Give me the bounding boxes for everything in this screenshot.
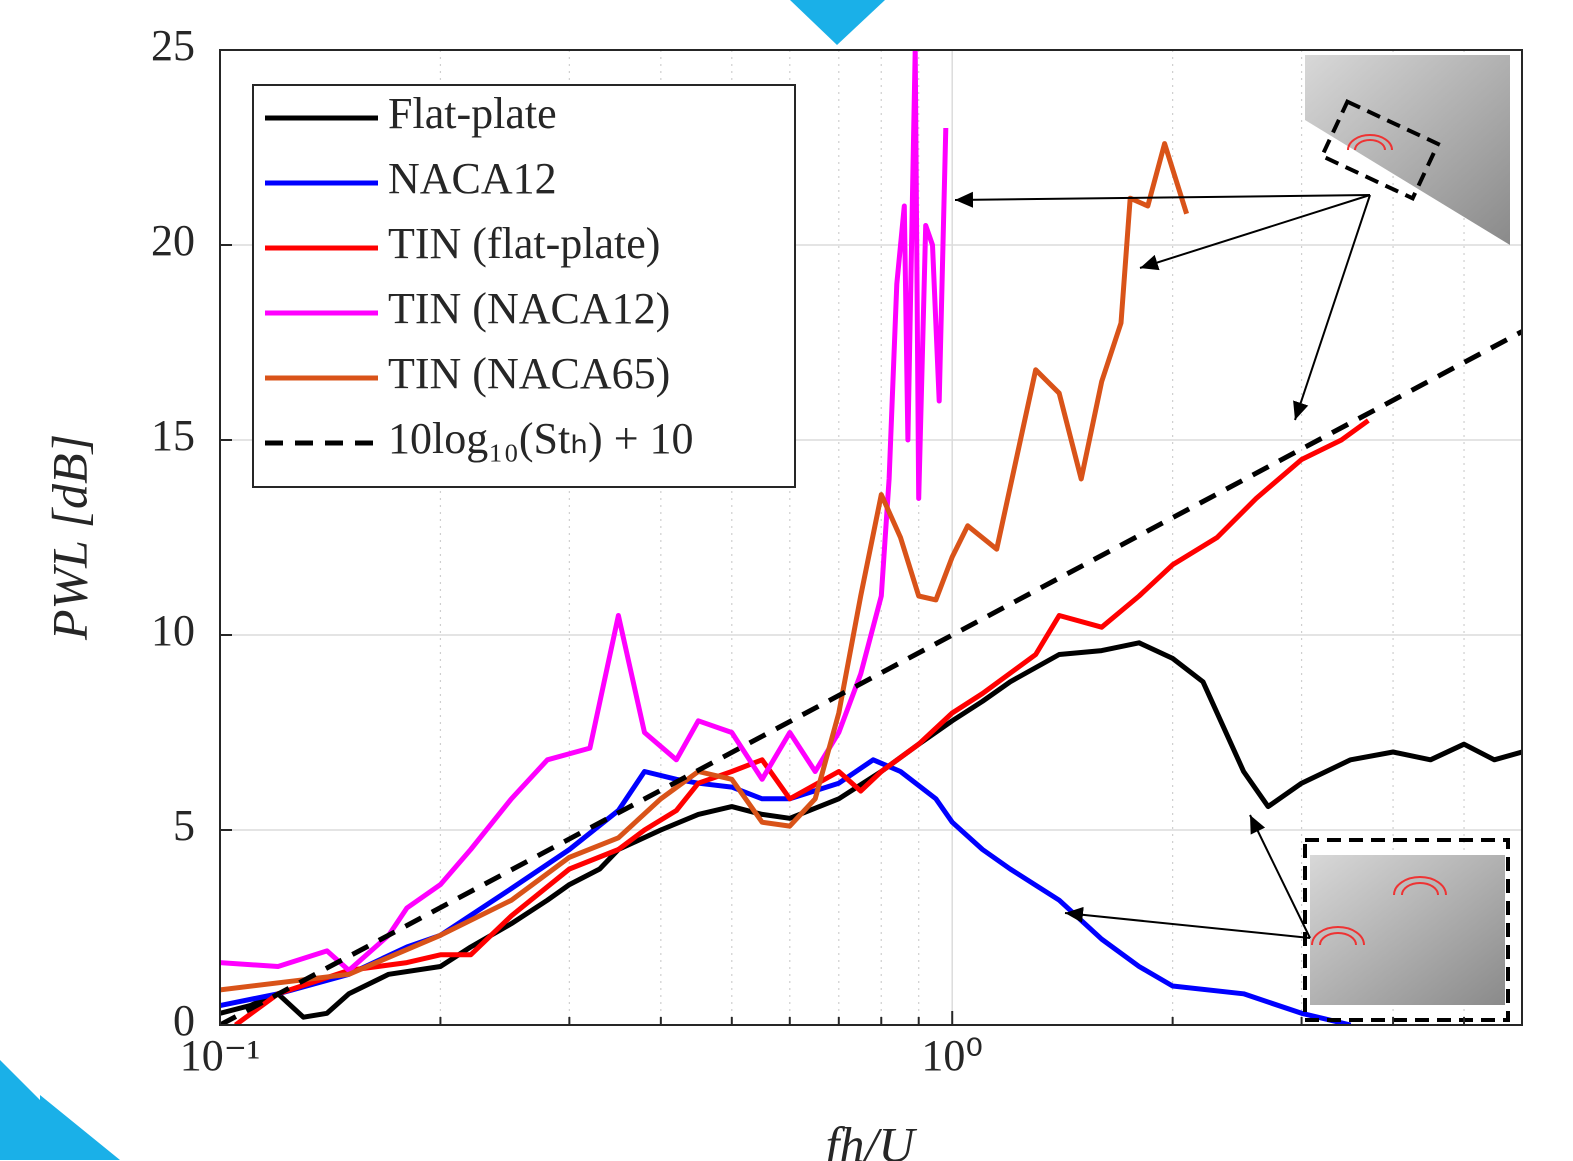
y-tick-label: 0 <box>173 996 195 1045</box>
series-line <box>220 329 1522 1025</box>
y-tick-label: 20 <box>151 216 195 265</box>
series-line <box>220 757 1352 1025</box>
inset-bottom <box>1303 838 1510 1022</box>
y-tick-label: 15 <box>151 411 195 460</box>
series-line <box>220 141 1189 993</box>
arrows <box>954 191 1371 939</box>
legend: Flat-plate NACA12 TIN (flat-plate) TIN (NAC… <box>252 84 796 488</box>
legend-label: TIN (flat-plate) <box>388 219 660 268</box>
legend-label: NACA12 <box>388 154 557 203</box>
legend-label: 10log₁₀(Stₕ) + 10 <box>388 414 694 463</box>
plot-frame <box>219 49 1523 1026</box>
inset-top <box>1305 55 1510 245</box>
decor-corner <box>0 1060 120 1160</box>
x-tick-label: 10⁻¹ <box>180 1031 260 1080</box>
y-axis-label: PWL [dB] <box>41 434 97 641</box>
y-tick-label: 10 <box>151 606 195 655</box>
series-line <box>234 418 1370 1025</box>
legend-label: TIN (NACA65) <box>388 349 670 398</box>
plot-lines <box>220 50 1522 1025</box>
legend-label: TIN (NACA12) <box>388 284 670 333</box>
legend-label: Flat-plate <box>388 89 557 138</box>
x-tick-label: 10⁰ <box>921 1031 983 1080</box>
series-line <box>220 50 949 973</box>
x-axis-label: fh/U <box>826 1116 918 1161</box>
decor-triangle <box>790 0 885 45</box>
y-tick-label: 25 <box>151 21 195 70</box>
y-tick-label: 5 <box>173 801 195 850</box>
series-line <box>220 640 1522 1020</box>
